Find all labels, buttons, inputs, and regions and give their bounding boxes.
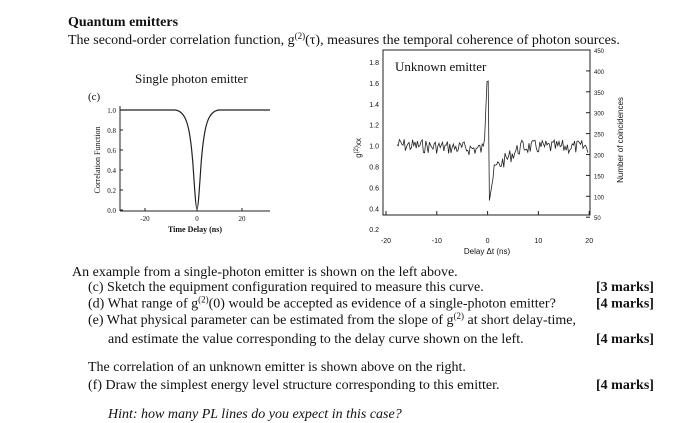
y2-tick-label: 100: [594, 195, 605, 201]
question: (c) Sketch the equipment configuration r…: [88, 280, 484, 295]
y2-tick-label: 400: [594, 70, 605, 76]
x-tick-label: 20: [585, 238, 593, 245]
y-tick-label: 1.2: [369, 123, 379, 130]
t: (e) What physical parameter can be estim…: [88, 313, 454, 328]
fig-title: Single photon emitter: [135, 71, 248, 86]
fig-title: Unknown emitter: [395, 59, 487, 74]
y2-tick-label: 350: [594, 91, 605, 97]
question-cont: and estimate the value corresponding to …: [108, 332, 524, 347]
t: (d) What range of g: [88, 297, 198, 312]
fig-label: (c): [88, 91, 101, 103]
intro: The second-order correlation function, g…: [68, 31, 620, 48]
marks: [4 marks]: [596, 378, 654, 393]
y2-tick-label: 300: [594, 112, 605, 118]
x-tick-label: 20: [239, 215, 247, 223]
y-label: g(2)xx: [354, 138, 363, 158]
t: at short delay-time,: [464, 313, 576, 328]
title: Quantum emitters: [68, 15, 179, 30]
x-tick-label: -20: [140, 215, 150, 223]
y2-tick-label: 50: [594, 216, 601, 222]
y-label: Correlation Function: [93, 127, 102, 194]
hint: Hint: how many PL lines do you expect in…: [107, 407, 402, 422]
y2-tick-label: 200: [594, 154, 605, 160]
question: (d) What range of g(2)(0) would be accep…: [88, 295, 556, 312]
t: xx: [354, 138, 363, 146]
x-tick-label: 10: [535, 238, 543, 245]
sup: (2): [198, 295, 209, 305]
marks: [4 marks]: [596, 297, 654, 312]
plot: [119, 106, 270, 212]
y-tick-label: 1.0: [107, 107, 116, 115]
t: (τ), measures the temporal coherence of …: [305, 33, 620, 48]
y-tick-label: 0.2: [107, 187, 116, 195]
y-tick-label: 0.0: [107, 207, 116, 215]
sup: (2): [354, 146, 360, 153]
y-tick-label: 1.8: [369, 60, 379, 67]
curve: [396, 80, 589, 201]
y-tick-label: 1.0: [369, 144, 379, 151]
y-tick-label: 0.4: [369, 206, 379, 213]
frame: [382, 49, 591, 216]
y-tick-label: 0.8: [369, 165, 379, 172]
question: (f) Draw the simplest energy level struc…: [88, 378, 499, 393]
y-tick-label: 0.2: [369, 227, 379, 234]
sup: (2): [454, 311, 465, 321]
t: (0) would be accepted as evidence of a s…: [209, 297, 556, 312]
y-tick-label: 1.6: [369, 81, 379, 88]
y2-label: Number of coincidences: [616, 97, 625, 183]
y-tick-label: 1.4: [369, 102, 379, 109]
y2-tick-label: 450: [594, 49, 605, 55]
lead: The correlation of an unknown emitter is…: [88, 360, 466, 375]
x-tick-label: -20: [381, 238, 391, 245]
t: (f) Draw the simplest energy level struc…: [88, 378, 499, 393]
t: (c) Sketch the equipment configuration r…: [88, 280, 484, 295]
t: g: [354, 153, 363, 157]
x-label: Delay Δt (ns): [464, 247, 511, 256]
x-tick-label: -10: [432, 238, 442, 245]
sup: (2): [295, 31, 306, 41]
marks: [4 marks]: [596, 332, 654, 347]
lead: An example from a single-photon emitter …: [72, 265, 458, 280]
y-tick-label: 0.8: [107, 127, 116, 135]
x-tick-label: 0: [486, 238, 490, 245]
y-tick-label: 0.6: [369, 185, 379, 192]
x-label: Time Delay (ns): [168, 225, 222, 234]
t: The second-order correlation function, g: [68, 33, 295, 48]
y-tick-label: 0.4: [107, 167, 116, 175]
question: (e) What physical parameter can be estim…: [88, 311, 576, 328]
y2-tick-label: 250: [594, 133, 605, 139]
y2-tick-label: 150: [594, 174, 605, 180]
y-tick-label: 0.6: [107, 147, 116, 155]
x-tick-label: 0: [195, 215, 199, 223]
marks: [3 marks]: [596, 280, 654, 295]
